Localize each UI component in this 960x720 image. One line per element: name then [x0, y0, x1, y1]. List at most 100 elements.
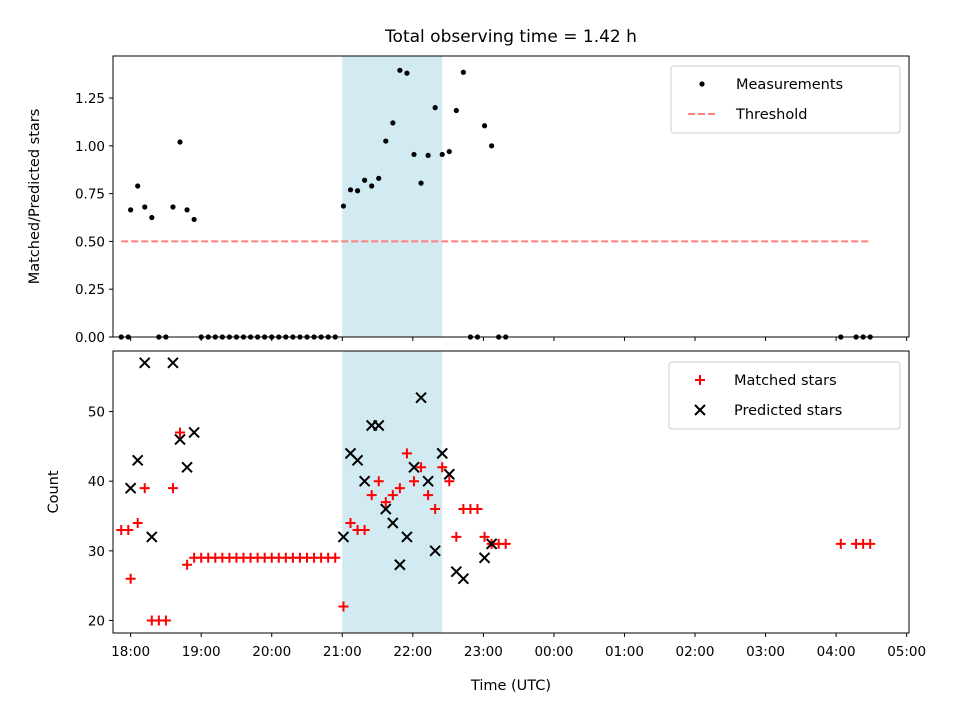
data-point [411, 151, 417, 158]
x-axis-label: Time (UTC) [470, 678, 551, 694]
data-point [337, 531, 350, 543]
data-point [416, 462, 427, 473]
y-axis-label: Matched/Predicted stars [27, 109, 43, 285]
data-point [460, 69, 466, 75]
data-point [351, 454, 364, 467]
data-point [422, 475, 434, 487]
ratio-panel: 0.00 0.25 0.50 0.75 1.00 1.25 Matched/Predicte… [27, 55, 910, 346]
data-point [415, 391, 427, 404]
y-axis-label: Count [46, 470, 62, 513]
data-point [387, 517, 399, 529]
data-point [125, 573, 136, 584]
data-point [340, 203, 347, 209]
data-point [184, 207, 190, 213]
y-tick-label: 1.00 [75, 139, 105, 155]
legend-marker [699, 81, 705, 87]
data-point [444, 476, 455, 487]
x-tick-label: 05:00 [887, 644, 926, 660]
series-predicted-stars [124, 357, 498, 585]
data-point [401, 531, 413, 543]
data-point [380, 497, 391, 508]
x-tick-label: 18:00 [111, 644, 150, 660]
data-point [330, 552, 341, 563]
data-point [472, 504, 483, 515]
data-point [373, 419, 385, 432]
data-point [423, 490, 434, 501]
data-point [457, 572, 470, 585]
y-tick-label: 0.75 [75, 187, 105, 203]
data-point [408, 461, 420, 473]
count-panel: 20 30 40 50 18:00 19:00 20:00 21:00 22:00 23:00 00… [46, 350, 926, 660]
y-tick-label: 0.50 [75, 234, 105, 250]
data-point [177, 139, 183, 145]
data-point [167, 483, 178, 494]
data-point [425, 152, 431, 159]
data-point [479, 531, 490, 542]
y-tick-label: 20 [88, 613, 105, 629]
x-tick-label: 20:00 [252, 644, 291, 660]
x-tick-label: 22:00 [393, 644, 432, 660]
y-tick-label: 30 [88, 544, 105, 560]
data-point [160, 615, 171, 626]
legend: Matched stars Predicted stars [668, 361, 901, 430]
legend-box [668, 361, 901, 430]
y-tick-label: 0.25 [75, 282, 105, 298]
y-tick-label: 40 [88, 474, 105, 490]
data-point [124, 482, 137, 494]
data-point [390, 120, 396, 126]
data-point [436, 447, 448, 460]
data-point [359, 524, 370, 535]
data-point [131, 454, 144, 467]
data-point [437, 462, 448, 473]
data-point [135, 183, 141, 189]
data-point [174, 433, 186, 446]
data-point [369, 183, 375, 189]
data-point [478, 552, 491, 564]
data-point [430, 504, 441, 515]
legend-entry: Matched stars [734, 373, 837, 389]
x-tick-label: 23:00 [464, 644, 503, 660]
data-point [188, 426, 200, 439]
data-point [149, 214, 155, 221]
data-point [191, 216, 197, 223]
data-point [397, 67, 403, 73]
data-point [394, 559, 406, 571]
data-point [439, 151, 445, 158]
data-point [383, 138, 389, 144]
x-tick-label: 04:00 [817, 644, 856, 660]
axes-frame [112, 350, 910, 634]
legend-box [670, 65, 901, 134]
legend: Measurements Threshold [670, 65, 901, 134]
data-point [362, 177, 368, 183]
data-point [387, 490, 398, 501]
data-point [394, 483, 405, 494]
data-point [128, 207, 134, 213]
data-point [175, 427, 186, 438]
data-point [443, 468, 455, 480]
series-matched-stars [116, 427, 876, 626]
data-point [358, 475, 371, 487]
data-point [404, 70, 410, 76]
data-point [451, 531, 462, 542]
data-point [345, 517, 356, 528]
data-point [432, 105, 438, 111]
data-point [146, 531, 158, 543]
legend-marker [695, 375, 705, 385]
data-point [488, 143, 495, 149]
x-tick-label: 03:00 [746, 644, 785, 660]
chart-title: Total observing time = 1.42 h [384, 27, 637, 47]
data-point [446, 148, 452, 155]
y-tick-label: 50 [88, 405, 105, 421]
data-point [182, 559, 193, 570]
data-point [338, 601, 349, 612]
data-point [401, 448, 412, 459]
data-point [142, 204, 148, 210]
data-point [373, 476, 384, 487]
data-point [481, 123, 488, 129]
data-point [347, 187, 354, 193]
data-point [380, 503, 392, 515]
axes-frame [112, 55, 910, 338]
data-point [167, 357, 179, 369]
x-tick-label: 21:00 [323, 644, 362, 660]
legend-entry: Measurements [736, 77, 843, 93]
